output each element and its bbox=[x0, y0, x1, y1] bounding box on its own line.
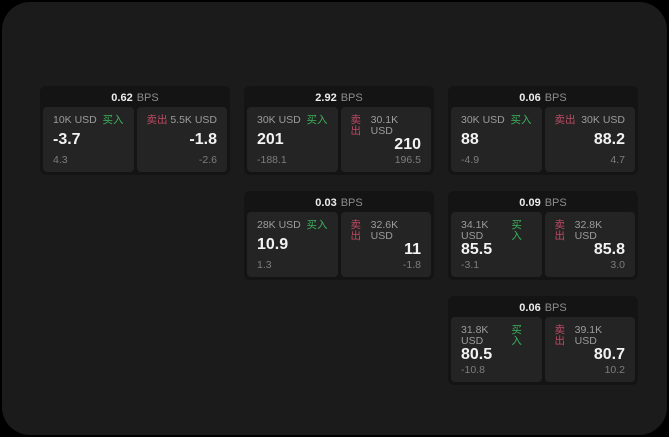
quote-card: 0.62 BPS 10K USD 买入 -3.7 4.3 卖出 5.5K USD bbox=[40, 86, 230, 175]
quote-card: 0.09 BPS 34.1K USD 买入 85.5 -3.1 卖出 32.8K… bbox=[448, 191, 638, 280]
quote-card: 0.06 BPS 31.8K USD 买入 80.5 -10.8 卖出 39.1… bbox=[448, 296, 638, 385]
buy-side-label: 买入 bbox=[511, 324, 522, 347]
sell-side-label: 卖出 bbox=[554, 324, 566, 347]
sell-value: 85.8 bbox=[593, 241, 625, 259]
sell-amount: 32.6K USD bbox=[370, 219, 399, 242]
quote-grid: 0.62 BPS 10K USD 买入 -3.7 4.3 卖出 5.5K USD bbox=[40, 86, 638, 385]
sell-value: -1.8 bbox=[189, 131, 217, 148]
sell-side-label: 卖出 bbox=[350, 114, 362, 137]
buy-side-label: 买入 bbox=[511, 219, 522, 242]
buy-sub-value: -4.9 bbox=[461, 153, 480, 166]
buy-amount: 30K USD bbox=[257, 114, 301, 126]
buy-value: 80.5 bbox=[461, 346, 493, 364]
sell-amount: 30K USD bbox=[581, 114, 625, 126]
sell-amount: 39.1K USD bbox=[574, 324, 603, 347]
sell-amount: 32.8K USD bbox=[574, 219, 603, 242]
sell-value: 210 bbox=[394, 136, 421, 154]
buy-side-label: 买入 bbox=[306, 114, 328, 126]
quote-card: 0.03 BPS 28K USD 买入 10.9 1.3 卖出 32.6K US… bbox=[244, 191, 434, 280]
buy-side-label: 买入 bbox=[510, 114, 532, 126]
sell-panel[interactable]: 卖出 30K USD 88.2 4.7 bbox=[544, 107, 635, 172]
bps-header: 0.06 BPS bbox=[451, 299, 635, 317]
buy-amount: 31.8K USD bbox=[461, 324, 489, 347]
bps-value: 0.06 bbox=[519, 92, 541, 104]
bps-header: 0.62 BPS bbox=[43, 89, 227, 107]
buy-sub-value: 1.3 bbox=[257, 258, 272, 271]
buy-side-label: 买入 bbox=[102, 114, 124, 126]
bps-header: 0.09 BPS bbox=[451, 194, 635, 212]
sell-sub-value: -2.6 bbox=[198, 153, 217, 166]
buy-amount: 34.1K USD bbox=[461, 219, 489, 242]
sell-side-label: 卖出 bbox=[554, 114, 576, 126]
buy-sub-value: 4.3 bbox=[53, 153, 68, 166]
buy-amount: 28K USD bbox=[257, 219, 301, 231]
sell-panel[interactable]: 卖出 30.1K USD 210 196.5 bbox=[340, 107, 431, 172]
bps-header: 0.03 BPS bbox=[247, 194, 431, 212]
bps-unit-label: BPS bbox=[544, 92, 567, 104]
sell-sub-value: 10.2 bbox=[604, 363, 625, 376]
sell-side-label: 卖出 bbox=[554, 219, 566, 242]
buy-panel[interactable]: 28K USD 买入 10.9 1.3 bbox=[247, 212, 338, 277]
buy-sub-value: -188.1 bbox=[257, 153, 287, 166]
buy-sub-value: -3.1 bbox=[461, 258, 480, 271]
buy-amount: 30K USD bbox=[461, 114, 505, 126]
buy-side-label: 买入 bbox=[306, 219, 328, 231]
bps-unit-label: BPS bbox=[544, 197, 567, 209]
sell-panel[interactable]: 卖出 32.6K USD 11 -1.8 bbox=[340, 212, 431, 277]
buy-value: 201 bbox=[257, 131, 284, 148]
sell-sub-value: 4.7 bbox=[610, 153, 625, 166]
sell-amount: 30.1K USD bbox=[370, 114, 399, 137]
buy-value: 88 bbox=[461, 131, 479, 148]
sell-value: 80.7 bbox=[593, 346, 625, 364]
bps-header: 2.92 BPS bbox=[247, 89, 431, 107]
bps-value: 0.09 bbox=[519, 197, 541, 209]
sell-panel[interactable]: 卖出 5.5K USD -1.8 -2.6 bbox=[136, 107, 227, 172]
sell-side-label: 卖出 bbox=[146, 114, 168, 126]
sell-value: 88.2 bbox=[593, 131, 625, 148]
quote-card: 0.06 BPS 30K USD 买入 88 -4.9 卖出 30K USD bbox=[448, 86, 638, 175]
bps-unit-label: BPS bbox=[136, 92, 159, 104]
bps-value: 0.03 bbox=[315, 197, 337, 209]
sell-value: 11 bbox=[404, 241, 421, 259]
bps-value: 0.06 bbox=[519, 302, 541, 314]
quote-card: 2.92 BPS 30K USD 买入 201 -188.1 卖出 30.1K … bbox=[244, 86, 434, 175]
buy-amount: 10K USD bbox=[53, 114, 97, 126]
buy-panel[interactable]: 34.1K USD 买入 85.5 -3.1 bbox=[451, 212, 542, 277]
buy-panel[interactable]: 30K USD 买入 88 -4.9 bbox=[451, 107, 542, 172]
sell-panel[interactable]: 卖出 39.1K USD 80.7 10.2 bbox=[544, 317, 635, 382]
sell-panel[interactable]: 卖出 32.8K USD 85.8 3.0 bbox=[544, 212, 635, 277]
buy-panel[interactable]: 31.8K USD 买入 80.5 -10.8 bbox=[451, 317, 542, 382]
bps-header: 0.06 BPS bbox=[451, 89, 635, 107]
buy-value: 85.5 bbox=[461, 241, 493, 259]
bps-value: 0.62 bbox=[111, 92, 133, 104]
bps-unit-label: BPS bbox=[340, 197, 363, 209]
sell-sub-value: 196.5 bbox=[394, 153, 421, 166]
bps-unit-label: BPS bbox=[340, 92, 363, 104]
buy-value: -3.7 bbox=[53, 131, 81, 148]
bps-value: 2.92 bbox=[315, 92, 337, 104]
sell-sub-value: -1.8 bbox=[402, 258, 421, 271]
sell-side-label: 卖出 bbox=[350, 219, 362, 242]
buy-sub-value: -10.8 bbox=[461, 363, 485, 376]
sell-sub-value: 3.0 bbox=[610, 258, 625, 271]
buy-value: 10.9 bbox=[257, 236, 289, 253]
bps-unit-label: BPS bbox=[544, 302, 567, 314]
buy-panel[interactable]: 10K USD 买入 -3.7 4.3 bbox=[43, 107, 134, 172]
sell-amount: 5.5K USD bbox=[170, 114, 217, 126]
buy-panel[interactable]: 30K USD 买入 201 -188.1 bbox=[247, 107, 338, 172]
